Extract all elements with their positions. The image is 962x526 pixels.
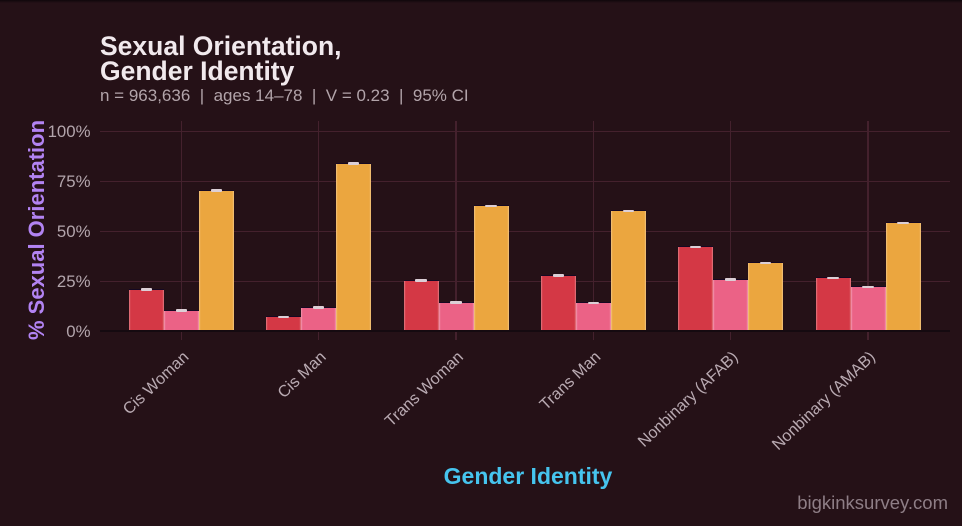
svg-text:Nonbinary (AMAB): Nonbinary (AMAB) (769, 348, 879, 454)
svg-text:Cis Woman: Cis Woman (119, 348, 192, 418)
svg-text:Trans Man: Trans Man (536, 348, 604, 414)
svg-text:Trans Woman: Trans Woman (381, 348, 466, 430)
svg-text:Cis Man: Cis Man (274, 348, 329, 402)
svg-text:Nonbinary (AFAB): Nonbinary (AFAB) (635, 348, 742, 451)
